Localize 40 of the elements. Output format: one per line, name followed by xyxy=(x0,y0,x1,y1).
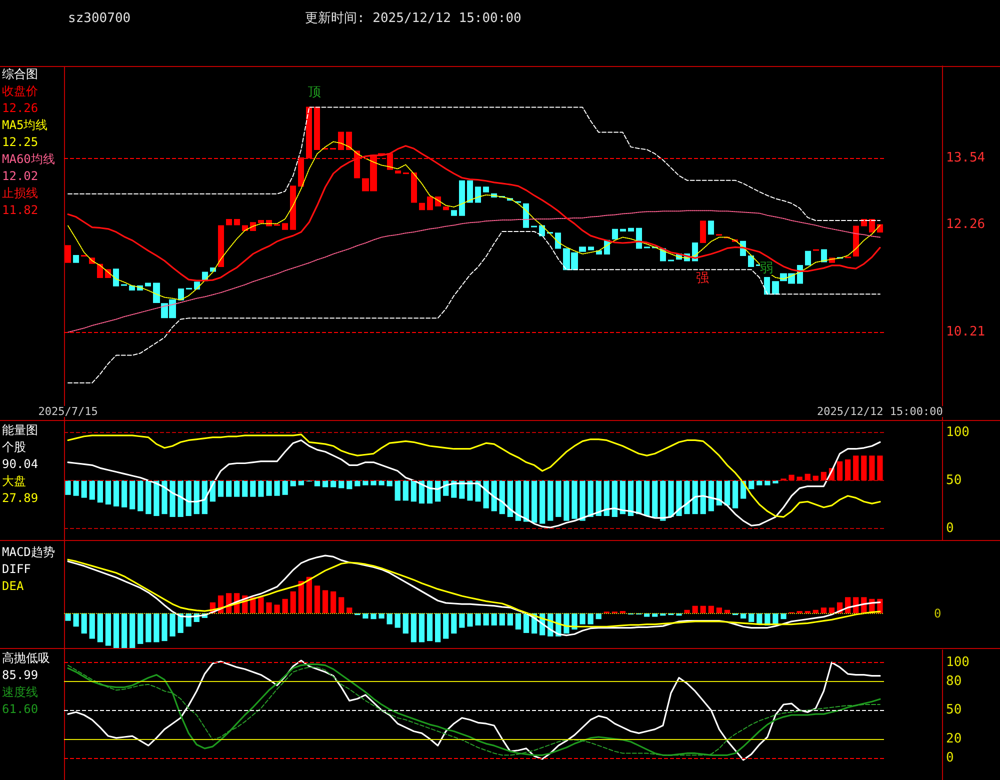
y-tick-label: 80 xyxy=(946,674,962,690)
text: 止损线 xyxy=(2,186,38,200)
text: DEA xyxy=(2,579,24,593)
chart-title: sz300700 xyxy=(68,11,131,26)
text: 12.25 xyxy=(2,135,38,149)
legend-title: 综合图 xyxy=(2,67,38,81)
y-tick-label: 0 xyxy=(946,750,954,766)
text: 大盘 xyxy=(2,474,26,488)
y-tick-label: 13.54 xyxy=(946,150,986,166)
text: 27.89 xyxy=(2,491,38,505)
ref-line-label: 0 xyxy=(934,606,942,620)
text: 85.99 xyxy=(2,668,38,682)
text: 12.02 xyxy=(2,169,38,183)
text: 高抛低吸 xyxy=(2,651,50,665)
text: 61.60 xyxy=(2,702,38,716)
y-tick-label: 20 xyxy=(946,731,962,746)
y-tick-label: 12.26 xyxy=(946,217,986,232)
x-tick-label: 2025/7/15 xyxy=(38,405,98,418)
annotation: 强 xyxy=(696,271,709,286)
text: 速度线 xyxy=(2,685,38,699)
text: 11.82 xyxy=(2,203,38,217)
y-tick-label: 100 xyxy=(946,654,970,670)
text: 收盘价 xyxy=(2,84,38,98)
x-tick-label: 2025/12/12 15:00:00 xyxy=(817,405,943,418)
text: DIFF xyxy=(2,562,31,576)
y-tick-label: 50 xyxy=(946,702,962,718)
y-tick-label: 0 xyxy=(946,520,954,536)
annotation: 顶 xyxy=(308,85,321,100)
y-tick-label: 50 xyxy=(946,473,962,488)
y-tick-label: 100 xyxy=(946,425,970,440)
y-tick-label: 10.21 xyxy=(946,324,986,340)
text: 个股 xyxy=(2,440,26,454)
text: MA60均线 xyxy=(2,152,55,166)
legend-title: MACD趋势 xyxy=(2,545,55,559)
text: 12.26 xyxy=(2,101,38,115)
chart-subtitle: 更新时间: 2025/12/12 15:00:00 xyxy=(305,11,522,26)
text: MA5均线 xyxy=(2,118,48,132)
text: 90.04 xyxy=(2,457,38,471)
annotation: 弱 xyxy=(760,261,773,276)
legend-title: 能量图 xyxy=(2,423,38,437)
